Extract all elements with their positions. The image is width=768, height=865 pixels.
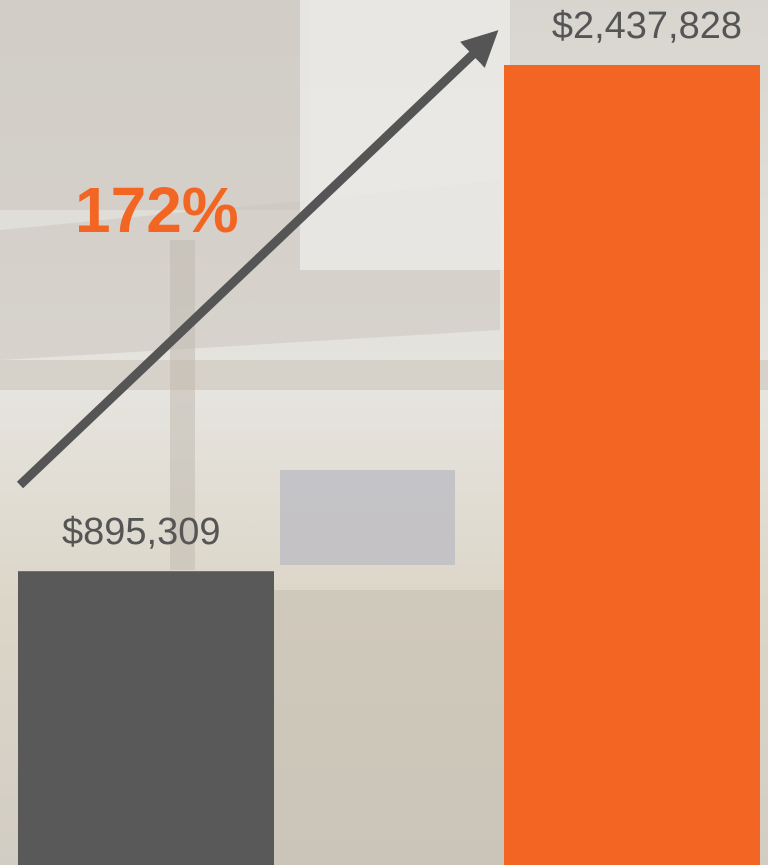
value-label: $895,309 bbox=[62, 511, 221, 553]
value-label: $2,437,828 bbox=[552, 5, 742, 47]
growth-arrow bbox=[16, 30, 499, 489]
annotation: 172% bbox=[75, 174, 239, 246]
bar bbox=[18, 571, 274, 865]
bar bbox=[504, 65, 760, 865]
